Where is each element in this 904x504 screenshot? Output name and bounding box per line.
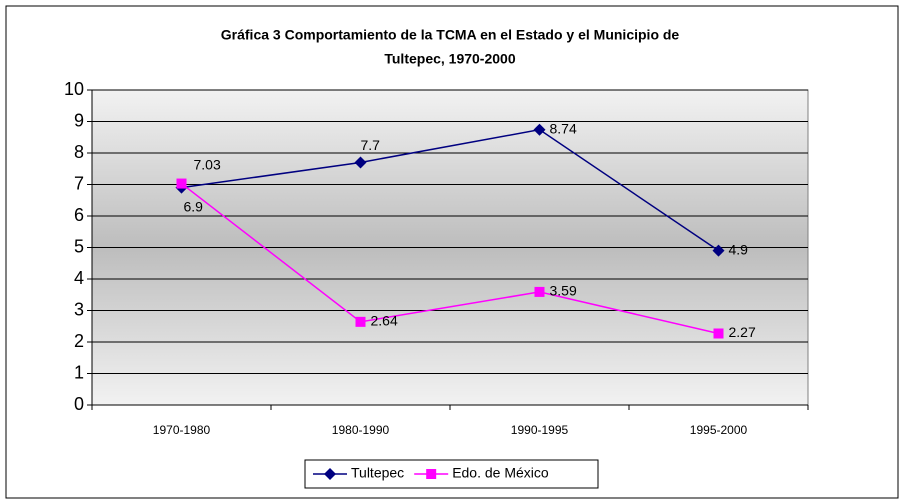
series-line <box>181 182 719 335</box>
data-label: 7.03 <box>194 156 221 172</box>
legend-box <box>304 459 599 489</box>
series-line <box>181 128 719 252</box>
data-label: 7.7 <box>361 137 381 153</box>
y-tick-label: 9 <box>74 110 84 130</box>
data-point <box>534 286 545 297</box>
data-point <box>354 156 367 169</box>
x-tick-label: 1995-2000 <box>690 423 748 437</box>
data-label: 2.27 <box>729 324 756 340</box>
data-label: 4.9 <box>729 241 749 257</box>
legend-marker <box>426 469 437 479</box>
y-tick-label: 1 <box>74 362 84 382</box>
y-tick-label: 2 <box>74 331 84 351</box>
y-tick-label: 0 <box>74 394 84 414</box>
legend-label: Tultepec <box>351 465 404 481</box>
data-point <box>176 178 187 189</box>
y-tick-label: 3 <box>74 299 84 319</box>
y-tick-label: 4 <box>74 268 84 288</box>
data-label: 6.9 <box>184 198 204 214</box>
data-point <box>533 123 546 136</box>
chart-title: Gráfica 3 Comportamiento de la TCMA en e… <box>221 27 680 43</box>
y-tick-label: 8 <box>74 142 84 162</box>
x-tick-label: 1980-1990 <box>332 423 390 437</box>
y-tick-label: 10 <box>64 79 84 99</box>
chart-title: Tultepec, 1970-2000 <box>384 51 515 67</box>
legend-label: Edo. de México <box>452 465 549 481</box>
data-point <box>712 244 725 257</box>
data-label: 8.74 <box>550 120 577 136</box>
legend-marker <box>324 468 336 480</box>
data-label: 2.64 <box>371 313 398 329</box>
data-point <box>355 316 366 327</box>
x-tick-label: 1990-1995 <box>511 423 569 437</box>
y-tick-label: 5 <box>74 236 84 256</box>
data-label: 3.59 <box>550 283 577 299</box>
x-tick-label: 1970-1980 <box>153 423 211 437</box>
y-tick-label: 7 <box>74 173 84 193</box>
y-tick-label: 6 <box>74 205 84 225</box>
data-point <box>713 328 724 339</box>
